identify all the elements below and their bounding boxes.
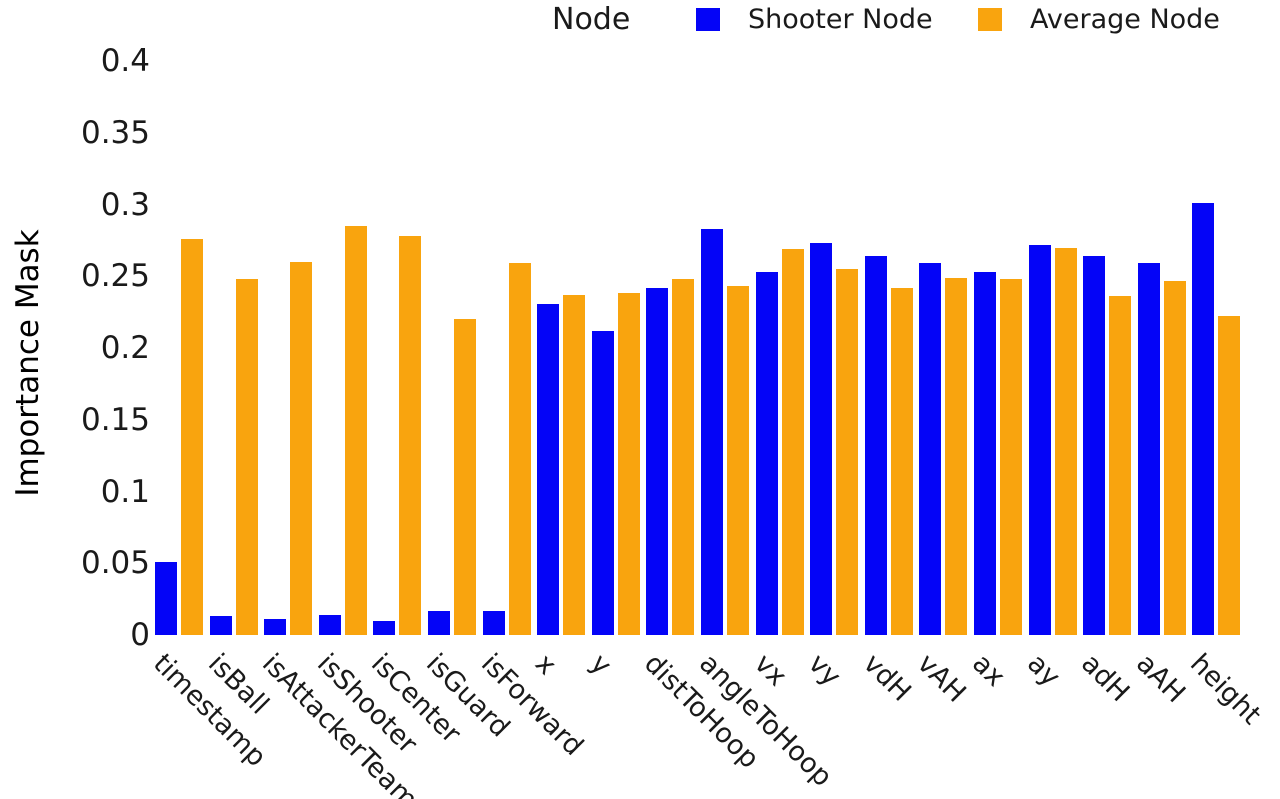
x-tick-label-height: height	[1184, 648, 1268, 731]
y-tick-label-0.4: 0.4	[100, 43, 150, 79]
bar-average-node-vx	[781, 249, 804, 635]
bar-shooter-node-isAttackerTeam	[264, 619, 287, 635]
bar-average-node-timestamp	[181, 238, 203, 635]
bar-shooter-node-vdH	[864, 256, 887, 635]
bar-shooter-node-isShooter	[318, 614, 341, 635]
bar-average-node-height	[1218, 316, 1241, 635]
bar-average-node-x	[563, 294, 586, 635]
bar-shooter-node-y	[591, 330, 614, 635]
y-tick-label-0.05: 0.05	[80, 545, 150, 582]
bar-shooter-node-aAH	[1137, 263, 1160, 635]
bar-average-node-isCenter	[399, 236, 422, 635]
y-tick-label-0: 0	[130, 617, 150, 653]
y-tick-label-0.2: 0.2	[100, 330, 150, 366]
bar-average-node-vy	[836, 269, 859, 635]
bar-shooter-node-distToHoop	[646, 287, 669, 635]
bar-average-node-distToHoop	[672, 279, 695, 635]
legend-swatch-shooter-node	[696, 8, 720, 31]
bar-average-node-aAH	[1163, 280, 1186, 635]
bar-shooter-node-isCenter	[373, 620, 396, 635]
bar-shooter-node-x	[537, 303, 560, 635]
bar-average-node-ay	[1054, 247, 1077, 635]
x-tick-label-vx: vx	[747, 648, 793, 693]
legend-label-average-node: Average Node	[1030, 4, 1220, 35]
bar-average-node-isForward	[508, 263, 531, 635]
bar-shooter-node-timestamp	[155, 561, 177, 635]
bar-average-node-vAH	[945, 277, 968, 635]
legend-label-shooter-node: Shooter Node	[748, 4, 933, 35]
bar-average-node-y	[617, 293, 640, 635]
x-tick-label-vy: vy	[802, 648, 847, 693]
bar-average-node-isAttackerTeam	[290, 261, 313, 635]
y-tick-label-0.15: 0.15	[80, 401, 150, 438]
x-tick-label-adH: adH	[1075, 648, 1136, 709]
bar-shooter-node-adH	[1083, 256, 1106, 635]
legend-title: Node	[552, 2, 631, 37]
plot-area: timestamp isBall isAttackerTeam isShooter is…	[147, 61, 1267, 799]
x-tick-label-vdH: vdH	[856, 648, 917, 708]
legend-swatch-average-node	[978, 8, 1002, 31]
y-tick-label-0.1: 0.1	[100, 473, 150, 510]
bar-average-node-isShooter	[344, 226, 367, 635]
bar-shooter-node-vx	[755, 271, 778, 635]
x-tick-label-vAH: vAH	[911, 648, 973, 709]
bar-shooter-node-height	[1192, 203, 1215, 635]
y-tick-label-0.35: 0.35	[80, 114, 150, 151]
x-tick-label-ax: ax	[966, 648, 1012, 693]
y-tick-label-0.3: 0.3	[100, 186, 150, 223]
bar-shooter-node-isGuard	[428, 610, 450, 635]
bar-shooter-node-angleToHoop	[701, 228, 723, 635]
bar-average-node-isBall	[235, 279, 258, 635]
bar-shooter-node-ax	[974, 271, 996, 635]
x-tick-label-aAH: aAH	[1129, 648, 1191, 710]
bar-average-node-ax	[1000, 279, 1022, 635]
bar-average-node-vdH	[890, 287, 913, 635]
bar-average-node-angleToHoop	[727, 286, 749, 635]
bar-average-node-isGuard	[454, 319, 476, 635]
bar-shooter-node-isBall	[209, 616, 232, 635]
bar-shooter-node-ay	[1028, 244, 1051, 635]
x-tick-label-x: x	[529, 648, 563, 682]
y-tick-label-0.25: 0.25	[80, 258, 150, 295]
bar-shooter-node-isForward	[482, 610, 505, 635]
x-tick-label-y: y	[583, 648, 618, 682]
x-tick-label-ay: ay	[1020, 648, 1066, 693]
bar-shooter-node-vy	[810, 243, 833, 635]
bar-average-node-adH	[1109, 296, 1132, 635]
bar-shooter-node-vAH	[919, 263, 942, 635]
